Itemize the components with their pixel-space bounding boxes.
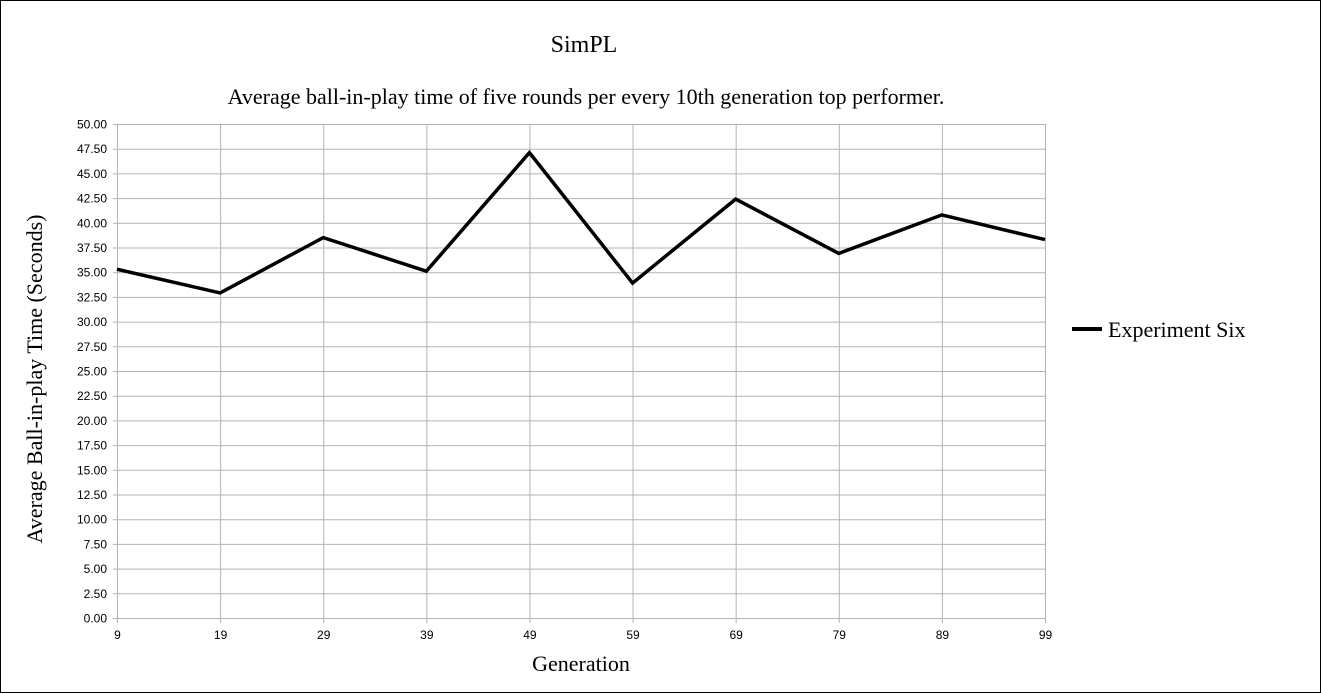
y-tick-label: 12.50 bbox=[77, 488, 107, 502]
y-tick-label: 2.50 bbox=[84, 587, 108, 601]
x-tick-label: 19 bbox=[214, 628, 228, 642]
y-tick-label: 0.00 bbox=[84, 612, 108, 626]
y-tick-label: 10.00 bbox=[77, 513, 107, 527]
chart-subtitle: Average ball-in-play time of five rounds… bbox=[228, 84, 945, 109]
x-tick-label: 39 bbox=[420, 628, 434, 642]
legend-label: Experiment Six bbox=[1108, 317, 1245, 342]
y-axis-label: Average Ball-in-play Time (Seconds) bbox=[22, 215, 47, 544]
x-tick-label: 49 bbox=[523, 628, 537, 642]
x-tick-label: 89 bbox=[936, 628, 950, 642]
y-tick-label: 25.00 bbox=[77, 365, 107, 379]
legend: Experiment Six bbox=[1072, 317, 1245, 342]
y-tick-label: 17.50 bbox=[77, 439, 107, 453]
y-tick-label: 50.00 bbox=[77, 118, 107, 132]
y-tick-label: 47.50 bbox=[77, 142, 107, 156]
x-tick-label: 59 bbox=[626, 628, 640, 642]
y-tick-label: 22.50 bbox=[77, 389, 107, 403]
y-tick-label: 15.00 bbox=[77, 463, 107, 477]
series-lines bbox=[116, 149, 1046, 295]
y-tick-label: 37.50 bbox=[77, 241, 107, 255]
y-tick-label: 40.00 bbox=[77, 216, 107, 230]
y-tick-label: 20.00 bbox=[77, 414, 107, 428]
x-tick-label: 29 bbox=[317, 628, 331, 642]
x-axis-label: Generation bbox=[532, 651, 630, 676]
x-tick-label: 9 bbox=[114, 628, 121, 642]
chart-title: SimPL bbox=[551, 32, 618, 58]
y-tick-label: 27.50 bbox=[77, 340, 107, 354]
y-tick-label: 45.00 bbox=[77, 167, 107, 181]
y-tick-label: 32.50 bbox=[77, 290, 107, 304]
axes bbox=[117, 124, 1046, 619]
grid-lines bbox=[113, 124, 1046, 623]
y-tick-label: 42.50 bbox=[77, 192, 107, 206]
y-tick-label: 7.50 bbox=[84, 537, 108, 551]
y-tick-label: 30.00 bbox=[77, 315, 107, 329]
y-tick-label: 35.00 bbox=[77, 266, 107, 280]
series-line bbox=[116, 149, 1046, 295]
x-tick-label: 99 bbox=[1039, 628, 1053, 642]
x-tick-label: 79 bbox=[833, 628, 847, 642]
y-tick-label: 5.00 bbox=[84, 562, 108, 576]
x-tick-labels: 9 19 29 39 49 59 69 79 89 99 bbox=[114, 628, 1052, 642]
y-tick-labels: 0.00 2.50 5.00 7.50 10.00 12.50 15.00 17.50 20.0… bbox=[77, 118, 107, 626]
x-tick-label: 69 bbox=[729, 628, 743, 642]
